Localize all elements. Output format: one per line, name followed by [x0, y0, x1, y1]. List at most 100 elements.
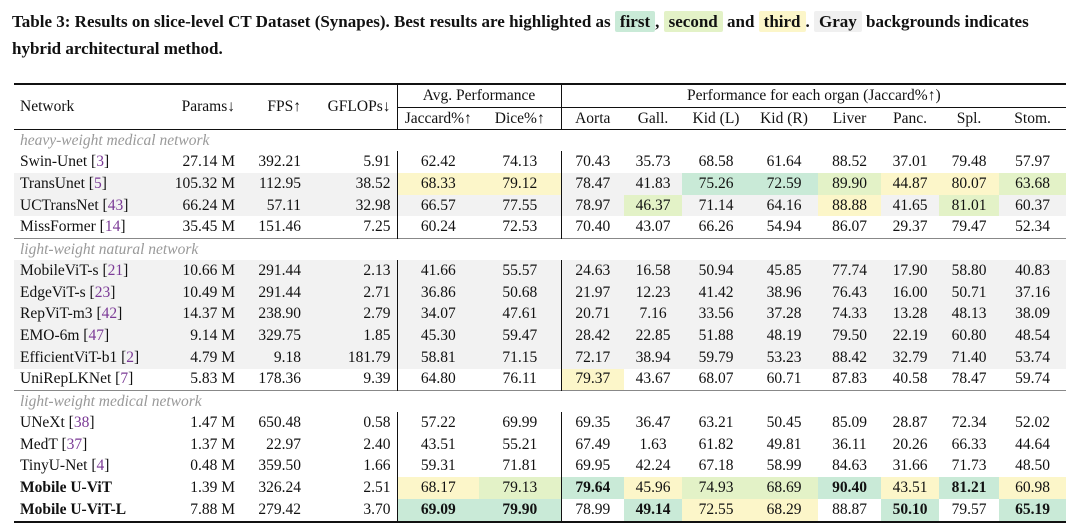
- network-label: EfficientViT-b1: [20, 348, 118, 366]
- citation-link[interactable]: 47: [88, 327, 104, 345]
- cell-o5: 40.58: [892, 370, 928, 388]
- cell-o4: 88.87: [818, 499, 882, 523]
- table-row: EdgeViT-s [23] 10.49 M 291.44 2.71 36.86 50.6…: [14, 281, 1067, 304]
- cell-o1: 1.63: [639, 435, 667, 453]
- cell-o3: 61.64: [766, 153, 802, 171]
- cell-o5: 29.37: [892, 218, 928, 236]
- citation-link[interactable]: 23: [94, 283, 111, 301]
- cell-o5: 50.10: [881, 499, 940, 523]
- cell-o2: 68.58: [698, 153, 734, 171]
- header-row-2: Jaccard%↑ Dice%↑ Aorta Gall. Kid (L) Kid…: [14, 107, 1067, 131]
- caption-comma: ,: [655, 12, 660, 31]
- network-name: UNeXt [38]: [20, 414, 95, 432]
- network-label: Mobile U-ViT-L: [20, 500, 127, 518]
- table-row: EfficientViT-b1 [2] 4.79 M 9.18 181.79 58.81…: [14, 346, 1067, 369]
- cell-o4: 74.33: [818, 303, 882, 326]
- cell-o7: 60.37: [999, 194, 1067, 217]
- cell-o3: 68.29: [750, 499, 819, 523]
- cell-gflops: 7.25: [307, 216, 398, 239]
- cell-dice: 47.61: [479, 303, 562, 326]
- cell-o0: 67.49: [575, 435, 611, 453]
- cell-o7: 37.16: [999, 281, 1067, 304]
- citation-link[interactable]: 37: [66, 435, 83, 453]
- col-jaccard: Jaccard%↑: [397, 107, 479, 131]
- cell-o4: 76.43: [818, 281, 882, 304]
- cell-o4: 77.74: [818, 260, 882, 282]
- col-fps: FPS↑: [241, 83, 307, 131]
- network-name: MedT [37]: [20, 435, 88, 453]
- network-name: UCTransNet [43]: [14, 194, 159, 217]
- table-row: UCTransNet [43] 66.24 M 57.11 32.98 66.57 77.…: [14, 194, 1067, 217]
- table-row: Mobile U-ViT 1.39 M 326.24 2.51 68.17 79.13 79…: [14, 477, 1067, 499]
- cell-dice: 79.13: [479, 477, 562, 499]
- cell-gflops: 38.52: [307, 173, 398, 195]
- cell-o0: 21.97: [561, 281, 625, 304]
- citation-link[interactable]: 43: [107, 196, 124, 214]
- cell-gflops: 2.71: [307, 281, 398, 304]
- cell-params: 14.37 M: [159, 303, 241, 326]
- citation-link[interactable]: 14: [104, 218, 121, 236]
- cell-jaccard: 64.80: [420, 370, 456, 388]
- cell-dice: 79.12: [479, 173, 562, 195]
- cell-o7: 57.97: [1015, 153, 1050, 171]
- citation-link[interactable]: 42: [101, 305, 118, 323]
- cell-params: 1.47 M: [190, 414, 235, 432]
- cell-jaccard: 36.86: [397, 281, 479, 304]
- cell-o1: 42.24: [635, 457, 671, 475]
- cell-o7: 65.19: [999, 499, 1067, 523]
- cell-o5: 31.66: [892, 457, 928, 475]
- cell-fps: 9.18: [241, 346, 307, 369]
- network-label: UniRepLKNet: [20, 370, 112, 388]
- table-row: TransUnet [5] 105.32 M 112.95 38.52 68.33 79.…: [14, 173, 1067, 195]
- section-title: light-weight natural network: [14, 238, 1067, 261]
- table-row: MobileViT-s [21] 10.66 M 291.44 2.13 41.66 55…: [14, 260, 1067, 282]
- cell-params: 27.14 M: [182, 153, 235, 171]
- cell-params: 10.66 M: [159, 260, 241, 282]
- cell-gflops: 2.40: [307, 433, 398, 456]
- citation-link[interactable]: 2: [126, 348, 135, 366]
- cell-o5: 13.28: [881, 303, 940, 326]
- citation-link[interactable]: 7: [120, 370, 129, 388]
- col-kid-l: Kid (L): [682, 107, 751, 131]
- citation-link[interactable]: 38: [73, 414, 90, 432]
- col-stom: Stom.: [999, 107, 1067, 131]
- network-label: MedT: [20, 435, 58, 453]
- cell-o5: 43.51: [881, 477, 940, 499]
- cell-o0: 24.63: [561, 260, 625, 282]
- cell-gflops: 2.13: [307, 260, 398, 282]
- cell-dice: 71.15: [479, 346, 562, 369]
- legend-second: second: [663, 11, 723, 32]
- citation-link[interactable]: 5: [93, 174, 102, 192]
- cell-o3: 53.23: [750, 346, 819, 369]
- caption-text: Results on slice-level CT Dataset (Synap…: [74, 12, 611, 31]
- cell-o1: 12.23: [624, 281, 683, 304]
- network-name: TinyU-Net [4]: [20, 457, 110, 475]
- cell-o4: 36.11: [832, 435, 867, 453]
- cell-fps: 22.97: [266, 435, 301, 453]
- cell-o7: 38.09: [999, 303, 1067, 326]
- cell-o7: 40.83: [999, 260, 1067, 282]
- network-label: Swin-Unet: [20, 153, 88, 171]
- network-name: Mobile U-ViT-L: [14, 499, 159, 523]
- cell-fps: 329.75: [241, 325, 307, 347]
- citation-link[interactable]: 3: [96, 153, 104, 171]
- cell-o1: 36.47: [635, 414, 671, 432]
- network-name: EdgeViT-s [23]: [14, 281, 159, 304]
- cell-gflops: 3.70: [307, 499, 398, 523]
- network-name: EMO-6m [47]: [14, 325, 159, 347]
- cell-o1: 35.73: [635, 153, 671, 171]
- table-row: TinyU-Net [4] 0.48 M 359.50 1.66 59.31 71.81 6…: [14, 455, 1066, 478]
- cell-o7: 60.98: [999, 477, 1067, 499]
- citation-link[interactable]: 21: [107, 261, 124, 279]
- citation-link[interactable]: 4: [96, 457, 105, 475]
- cell-o2: 33.56: [682, 303, 751, 326]
- cell-o7: 63.68: [999, 173, 1067, 195]
- cell-dice: 74.13: [479, 151, 562, 174]
- network-name: Swin-Unet [3]: [20, 153, 110, 171]
- cell-o7: 52.34: [1015, 218, 1050, 236]
- network-label: MobileViT-s: [20, 261, 99, 279]
- cell-o7: 59.74: [1015, 370, 1050, 388]
- cell-o4: 86.07: [832, 218, 867, 236]
- cell-o4: 79.50: [818, 325, 882, 347]
- cell-o4: 84.63: [832, 457, 867, 475]
